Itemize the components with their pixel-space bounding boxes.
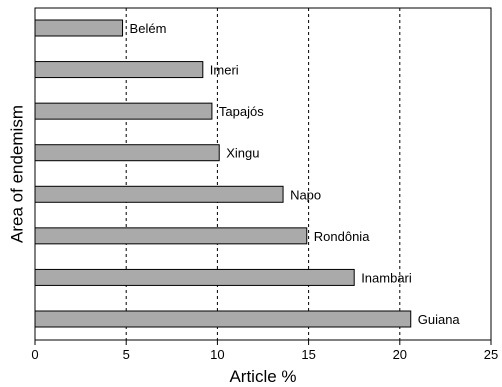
bar-label: Tapajós	[219, 104, 264, 119]
bar	[34, 19, 124, 37]
x-ticks: 0 5 10 15 20 25	[31, 340, 498, 362]
x-axis-label: Article %	[229, 367, 296, 386]
bar-label: Inambari	[361, 270, 412, 285]
x-tick-label: 5	[123, 347, 130, 362]
bar	[34, 227, 308, 245]
bar-label: Belém	[130, 21, 167, 36]
x-tick-label: 20	[393, 347, 407, 362]
bar	[34, 185, 284, 203]
bar-label: Xingu	[226, 146, 259, 161]
grid-lines	[125, 8, 401, 340]
x-tick-label: 15	[301, 347, 315, 362]
x-tick-label: 25	[484, 347, 498, 362]
bars	[34, 19, 412, 328]
bar	[34, 102, 213, 120]
y-axis-label: Area of endemism	[7, 105, 26, 243]
bar-label: Guiana	[418, 312, 461, 327]
bar-label: Imeri	[210, 63, 239, 78]
bar	[34, 268, 355, 286]
bar-label: Napo	[290, 187, 321, 202]
bar-labels: Belém Imeri Tapajós Xingu Napo Rondônia Inamba…	[130, 21, 461, 327]
x-tick-label: 10	[210, 347, 224, 362]
bar	[34, 310, 412, 328]
bar-label: Rondônia	[314, 229, 370, 244]
plot-frame	[34, 7, 492, 341]
bar	[34, 144, 220, 162]
bar	[34, 61, 204, 79]
x-tick-label: 0	[31, 347, 38, 362]
